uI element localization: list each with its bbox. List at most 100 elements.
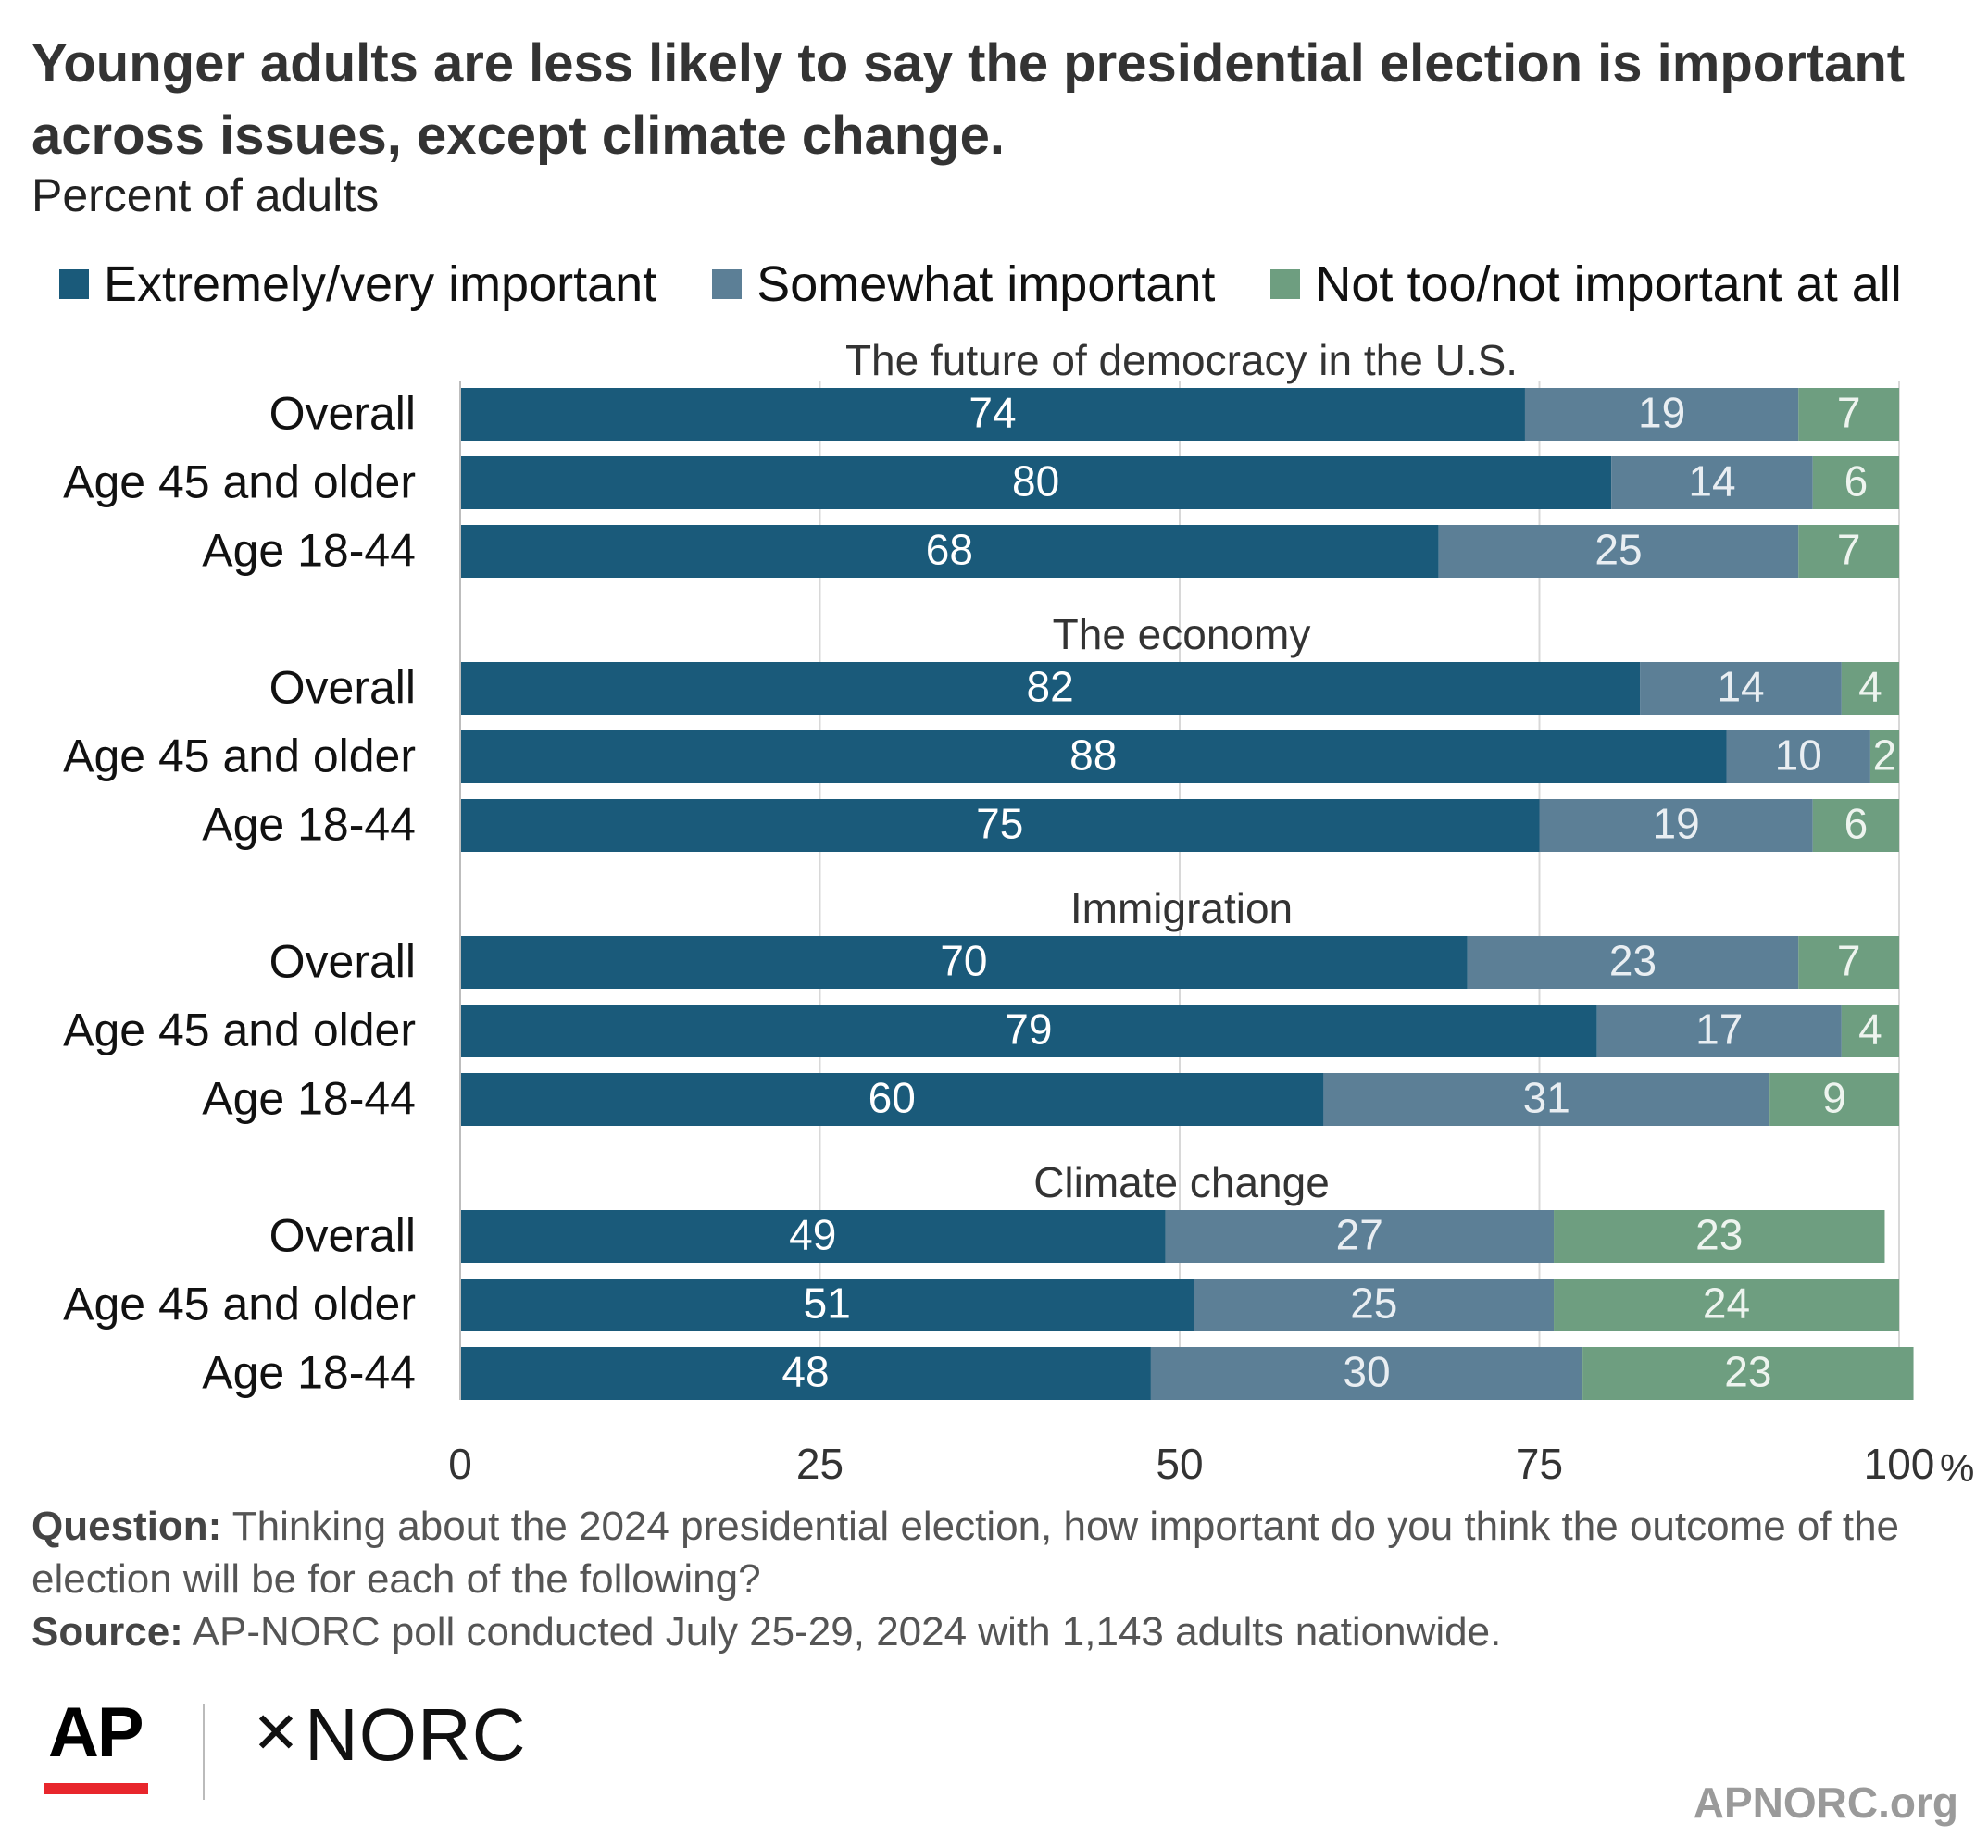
data-label: 24 bbox=[1703, 1280, 1750, 1328]
legend-swatch-extremely-very bbox=[59, 269, 89, 299]
bar-segment bbox=[460, 730, 1727, 783]
legend-swatch-not-important bbox=[1270, 269, 1301, 299]
data-label: 19 bbox=[1653, 800, 1700, 848]
bar-segment bbox=[1611, 456, 1813, 509]
bar-segment bbox=[460, 662, 1641, 715]
source-label: Source: bbox=[31, 1609, 183, 1654]
bar-segment bbox=[1194, 1279, 1555, 1331]
data-label: 10 bbox=[1775, 731, 1822, 780]
data-label: 14 bbox=[1688, 457, 1735, 506]
data-label: 6 bbox=[1844, 800, 1869, 848]
data-label: 49 bbox=[789, 1211, 836, 1259]
row-label: Overall bbox=[269, 662, 416, 714]
data-label: 68 bbox=[926, 526, 973, 574]
data-label: 79 bbox=[1005, 1005, 1052, 1054]
bar-segment bbox=[1165, 1210, 1555, 1263]
x-tick-label: 25 bbox=[796, 1440, 844, 1481]
ap-logo-underline bbox=[44, 1783, 148, 1794]
data-label: 2 bbox=[1873, 731, 1897, 780]
data-label: 23 bbox=[1695, 1211, 1743, 1259]
row-label: Age 18-44 bbox=[202, 525, 416, 577]
group-title: Climate change bbox=[1033, 1158, 1330, 1206]
bar-segment bbox=[1150, 1347, 1583, 1400]
legend-item-extremely-very: Extremely/very important bbox=[59, 256, 656, 313]
data-label: 23 bbox=[1609, 937, 1657, 985]
legend-label-not-important: Not too/not important at all bbox=[1315, 256, 1902, 312]
data-label: 88 bbox=[1069, 731, 1117, 780]
data-label: 31 bbox=[1523, 1074, 1570, 1122]
data-label: 7 bbox=[1837, 526, 1861, 574]
bar-segment bbox=[1438, 525, 1799, 578]
x-axis-unit: % bbox=[1940, 1446, 1974, 1481]
source-text: AP-NORC poll conducted July 25-29, 2024 … bbox=[182, 1609, 1502, 1654]
data-label: 27 bbox=[1336, 1211, 1383, 1259]
data-label: 25 bbox=[1350, 1280, 1397, 1328]
group-title: Immigration bbox=[1070, 884, 1293, 932]
data-label: 9 bbox=[1822, 1074, 1846, 1122]
bar-segment bbox=[1554, 1279, 1899, 1331]
row-label: Age 18-44 bbox=[202, 1073, 416, 1125]
bar-segment bbox=[1798, 525, 1899, 578]
row-label: Overall bbox=[269, 388, 416, 440]
data-label: 30 bbox=[1343, 1348, 1390, 1396]
norc-mark-icon: ✕ bbox=[252, 1702, 301, 1766]
bar-segment bbox=[1539, 799, 1813, 852]
x-tick-label: 100 bbox=[1864, 1440, 1935, 1481]
x-tick-label: 0 bbox=[448, 1440, 472, 1481]
bar-segment bbox=[1582, 1347, 1914, 1400]
question-note: Question: Thinking about the 2024 presid… bbox=[31, 1500, 1957, 1605]
row-label: Age 45 and older bbox=[63, 456, 416, 508]
stacked-bar-chart: 0 25 50 75 100 % The future of democracy in th… bbox=[63, 336, 1974, 1481]
row-label: Age 18-44 bbox=[202, 799, 416, 851]
bar-segment bbox=[460, 1073, 1324, 1126]
legend-label-somewhat: Somewhat important bbox=[756, 256, 1216, 312]
row-label: Overall bbox=[269, 1210, 416, 1262]
data-label: 80 bbox=[1012, 457, 1059, 506]
logo-divider bbox=[203, 1704, 205, 1800]
bar-segment bbox=[1726, 730, 1870, 783]
group-title: The future of democracy in the U.S. bbox=[845, 336, 1518, 384]
data-label: 23 bbox=[1724, 1348, 1771, 1396]
question-text: Thinking about the 2024 presidential ele… bbox=[31, 1504, 1900, 1602]
bar-segment bbox=[460, 1347, 1151, 1400]
bar-segment bbox=[460, 388, 1525, 441]
bar-segment bbox=[460, 936, 1468, 989]
question-label: Question: bbox=[31, 1504, 222, 1549]
bar-segment bbox=[460, 456, 1612, 509]
bar-segment bbox=[1841, 1005, 1899, 1057]
data-label: 51 bbox=[804, 1280, 851, 1328]
data-label: 60 bbox=[869, 1074, 916, 1122]
legend-label-extremely-very: Extremely/very important bbox=[104, 256, 657, 312]
bar-segment bbox=[460, 525, 1439, 578]
data-label: 19 bbox=[1638, 389, 1685, 437]
ap-logo: AP bbox=[48, 1693, 144, 1772]
norc-logo: ✕NORC bbox=[252, 1692, 527, 1778]
chart-title: Younger adults are less likely to say th… bbox=[31, 33, 1906, 166]
data-label: 70 bbox=[940, 937, 987, 985]
data-label: 75 bbox=[976, 800, 1023, 848]
bar-segment bbox=[1467, 936, 1799, 989]
bar-segment bbox=[1841, 662, 1899, 715]
bar-segment bbox=[460, 799, 1540, 852]
bar-segment bbox=[1596, 1005, 1842, 1057]
x-tick-label: 75 bbox=[1516, 1440, 1563, 1481]
data-label: 7 bbox=[1837, 937, 1861, 985]
bar-segment bbox=[1798, 936, 1899, 989]
data-label: 82 bbox=[1027, 663, 1074, 711]
data-label: 14 bbox=[1717, 663, 1764, 711]
bar-segment bbox=[460, 1279, 1194, 1331]
legend-swatch-somewhat bbox=[712, 269, 743, 299]
data-label: 6 bbox=[1844, 457, 1869, 506]
data-label: 4 bbox=[1858, 663, 1882, 711]
bar-segment bbox=[460, 1210, 1166, 1263]
row-label: Overall bbox=[269, 936, 416, 988]
source-note: Source: AP-NORC poll conducted July 25-2… bbox=[31, 1605, 1957, 1658]
norc-wordmark: NORC bbox=[304, 1693, 527, 1776]
data-label: 48 bbox=[781, 1348, 829, 1396]
data-label: 17 bbox=[1695, 1005, 1743, 1054]
row-label: Age 45 and older bbox=[63, 730, 416, 782]
data-label: 74 bbox=[969, 389, 1016, 437]
bar-segment bbox=[1640, 662, 1842, 715]
legend-item-not-important: Not too/not important at all bbox=[1270, 256, 1902, 313]
chart-subtitle: Percent of adults bbox=[31, 169, 380, 221]
